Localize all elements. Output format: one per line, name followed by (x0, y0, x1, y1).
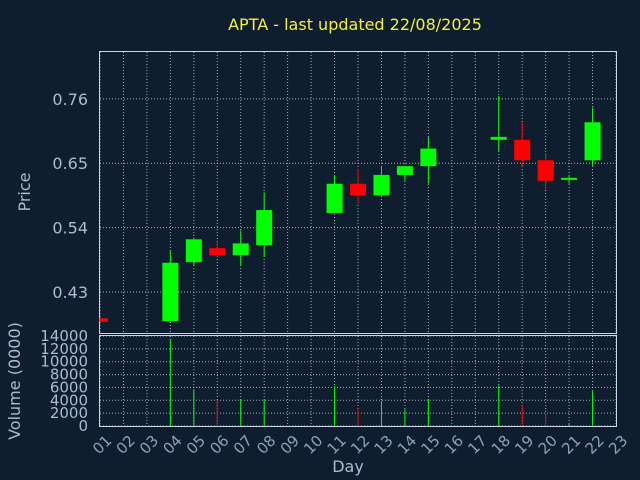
candle-body (584, 122, 601, 161)
day-tick-labels: 0102030405060708091011121314151617181920… (89, 432, 631, 458)
volume-tick-label: 2000 (50, 404, 88, 422)
candle-body (209, 248, 226, 256)
candle-body (185, 239, 202, 263)
price-tick-labels: 0.43 0.54 0.65 0.76 (52, 90, 88, 302)
chart-title: APTA - last updated 22/08/2025 (228, 15, 482, 34)
volume-tick-label: 4000 (50, 391, 88, 409)
price-tick-label: 0.76 (52, 90, 88, 109)
candle-body (373, 174, 390, 196)
candle-body (256, 210, 273, 246)
price-axis-label: Price (15, 172, 34, 211)
candle-body (326, 183, 343, 213)
candle-body (232, 243, 249, 256)
candle-body (420, 148, 437, 167)
volume-tick-label: 8000 (50, 366, 88, 384)
price-plot-frame (99, 51, 617, 334)
candle-body (396, 166, 413, 175)
volume-axis-label: Volume (0000) (5, 322, 24, 440)
price-tick-label: 0.43 (52, 283, 88, 302)
price-tick-label: 0.65 (52, 154, 88, 173)
price-tick-label: 0.54 (52, 219, 88, 238)
volume-tick-label: 10000 (40, 353, 88, 371)
volume-tick-label: 12000 (40, 340, 88, 358)
candles (99, 95, 601, 322)
candle-body (490, 136, 507, 140)
volume-plot-frame (99, 335, 617, 427)
volume-tick-label: 14000 (40, 327, 88, 345)
candle-body (561, 177, 578, 180)
candle-body (537, 160, 554, 181)
volume-tick-label: 6000 (50, 378, 88, 396)
volume-tick-label: 0 (78, 417, 88, 435)
candle-body (100, 318, 108, 322)
x-axis-label: Day (332, 457, 364, 476)
candle-body (514, 139, 531, 161)
candle-body (350, 183, 366, 196)
candle-body (162, 262, 179, 322)
volume-bars (169, 339, 594, 426)
